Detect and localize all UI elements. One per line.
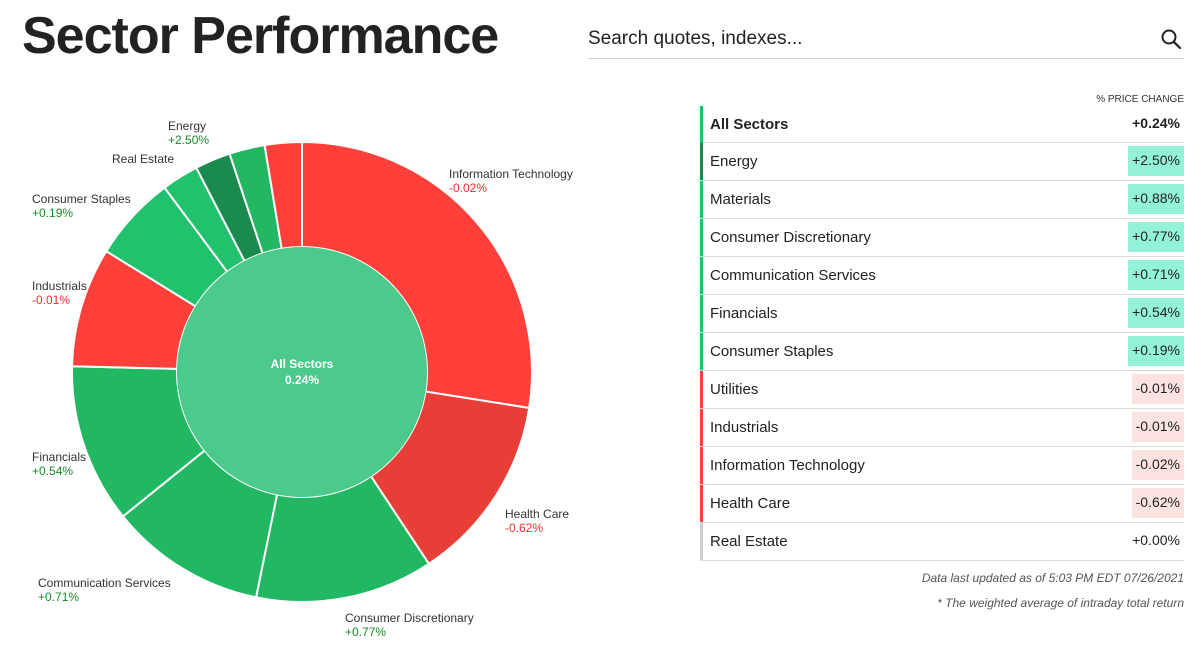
search-bar	[588, 22, 1184, 59]
slice-change: +2.50%	[168, 133, 209, 147]
row-indicator	[700, 257, 703, 294]
search-input[interactable]	[588, 24, 1148, 54]
page-title: Sector Performance	[22, 7, 499, 65]
slice-change: -0.02%	[449, 181, 487, 195]
sector-row[interactable]: Communication Services +0.71%	[700, 257, 1184, 295]
sector-row[interactable]: Energy +2.50%	[700, 143, 1184, 181]
center-circle	[177, 247, 427, 497]
row-name: All Sectors	[710, 115, 789, 133]
row-indicator	[700, 143, 703, 180]
row-value: +0.77%	[1128, 222, 1184, 252]
row-name: Consumer Discretionary	[710, 229, 871, 246]
sector-row[interactable]: Industrials -0.01%	[700, 409, 1184, 447]
slice-change: +0.54%	[32, 464, 73, 478]
sector-donut-chart: All Sectors 0.24% Information Technology…	[32, 119, 573, 639]
row-indicator	[700, 333, 703, 370]
slice-label: Information Technology	[449, 167, 573, 181]
row-value: +0.19%	[1128, 336, 1184, 366]
column-header: % PRICE CHANGE	[1096, 94, 1184, 105]
row-name: Information Technology	[710, 457, 865, 474]
row-name: Real Estate	[710, 533, 788, 550]
slice-label: Industrials	[32, 279, 87, 293]
row-indicator	[700, 409, 703, 446]
row-indicator	[700, 219, 703, 256]
row-name: Communication Services	[710, 267, 876, 284]
sector-table: % PRICE CHANGE All Sectors +0.24% Energy…	[700, 86, 1184, 561]
row-indicator	[700, 371, 703, 408]
sector-row[interactable]: Consumer Staples +0.19%	[700, 333, 1184, 371]
row-value: -0.02%	[1131, 450, 1184, 480]
row-indicator	[700, 295, 703, 332]
row-value: +0.88%	[1128, 184, 1184, 214]
row-value: -0.62%	[1131, 488, 1184, 518]
row-name: Financials	[710, 305, 778, 322]
slice-label: Financials	[32, 450, 86, 464]
row-indicator	[700, 106, 703, 143]
center-value: 0.24%	[285, 373, 319, 387]
row-name: Utilities	[710, 381, 759, 398]
last-updated: Data last updated as of 5:03 PM EDT 07/2…	[921, 571, 1184, 585]
row-indicator	[700, 181, 703, 218]
slice-change: -0.01%	[32, 293, 70, 307]
sector-row[interactable]: Information Technology -0.02%	[700, 447, 1184, 485]
slice-change: +0.19%	[32, 206, 73, 220]
sector-row[interactable]: Consumer Discretionary +0.77%	[700, 219, 1184, 257]
footnote: * The weighted average of intraday total…	[937, 596, 1184, 610]
sector-row[interactable]: Utilities -0.01%	[700, 371, 1184, 409]
sector-row[interactable]: Materials +0.88%	[700, 181, 1184, 219]
center-label: All Sectors	[271, 357, 334, 371]
row-indicator	[700, 485, 703, 522]
row-value: -0.01%	[1131, 412, 1184, 442]
row-indicator	[700, 523, 703, 560]
slice-label: Consumer Staples	[32, 192, 131, 206]
slice-label: Energy	[168, 119, 206, 133]
slice-label: Consumer Discretionary	[345, 611, 474, 625]
row-name: Industrials	[710, 419, 779, 436]
slice-label: Health Care	[505, 507, 569, 521]
slice-change: +0.77%	[345, 625, 386, 639]
sector-row[interactable]: Health Care -0.62%	[700, 485, 1184, 523]
row-value: -0.01%	[1131, 374, 1184, 404]
row-name: Health Care	[710, 495, 791, 512]
row-name: Consumer Staples	[710, 343, 834, 360]
row-indicator	[700, 447, 703, 484]
sector-row[interactable]: Real Estate +0.00%	[700, 523, 1184, 561]
row-value: +0.71%	[1128, 260, 1184, 290]
row-value: +2.50%	[1128, 146, 1184, 176]
row-value: +0.24%	[1132, 115, 1180, 131]
slice-change: +0.71%	[38, 590, 79, 604]
row-value: +0.54%	[1128, 298, 1184, 328]
search-icon[interactable]	[1160, 28, 1182, 50]
slice-label: Real Estate	[112, 152, 174, 166]
row-name: Materials	[710, 191, 771, 208]
sector-row-all[interactable]: All Sectors +0.24%	[700, 106, 1184, 143]
slice-change: -0.62%	[505, 521, 543, 535]
row-value: +0.00%	[1132, 532, 1180, 548]
sector-row[interactable]: Financials +0.54%	[700, 295, 1184, 333]
slice-label: Communication Services	[38, 576, 171, 590]
row-name: Energy	[710, 153, 758, 170]
